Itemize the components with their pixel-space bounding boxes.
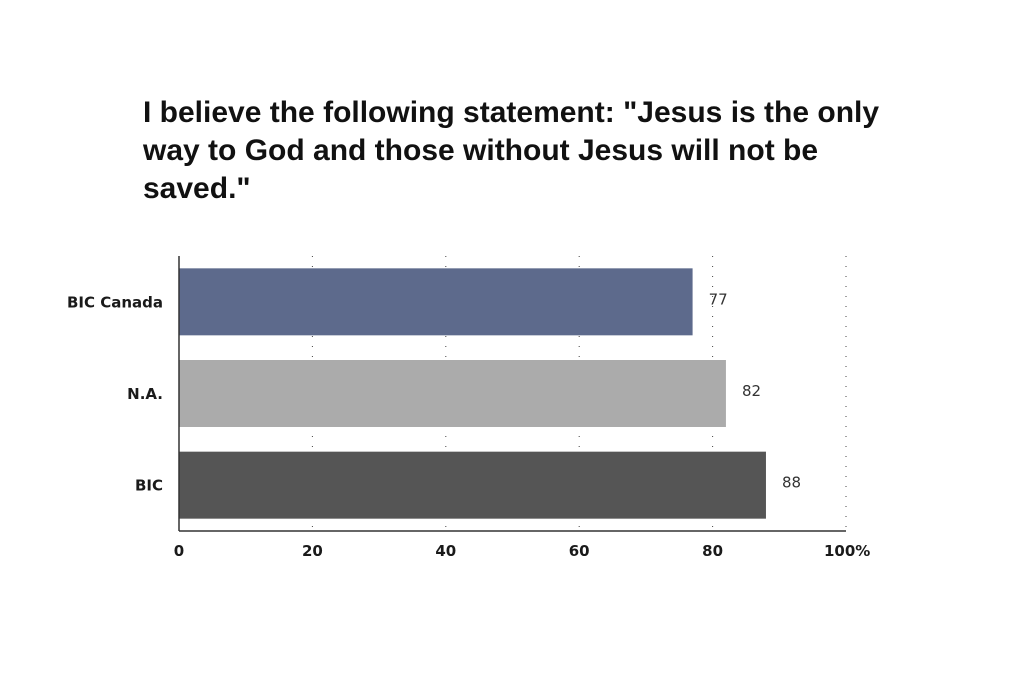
x-tick-label: 0 — [174, 542, 184, 560]
bars — [179, 268, 766, 519]
category-label: N.A. — [127, 385, 163, 403]
bar-bic — [179, 451, 766, 519]
category-label: BIC Canada — [67, 293, 163, 311]
category-label: BIC — [135, 477, 163, 495]
bar-n-a — [179, 360, 726, 427]
x-tick-label: 20 — [302, 542, 323, 560]
chart-title: I believe the following statement: "Jesu… — [143, 96, 880, 205]
x-tick-label: 80 — [702, 542, 723, 560]
bar-bic-canada — [179, 268, 693, 336]
x-tick-label: 60 — [569, 542, 590, 560]
labels: 77 BIC Canada 82 N.A. 88 BIC 0 20 40 60 80 100% — [67, 290, 870, 560]
value-label: 88 — [782, 474, 801, 492]
x-tick-label: 100% — [824, 542, 870, 560]
value-label: 77 — [709, 290, 728, 308]
value-label: 82 — [742, 382, 761, 400]
x-tick-label: 40 — [435, 542, 456, 560]
axes — [178, 256, 846, 532]
